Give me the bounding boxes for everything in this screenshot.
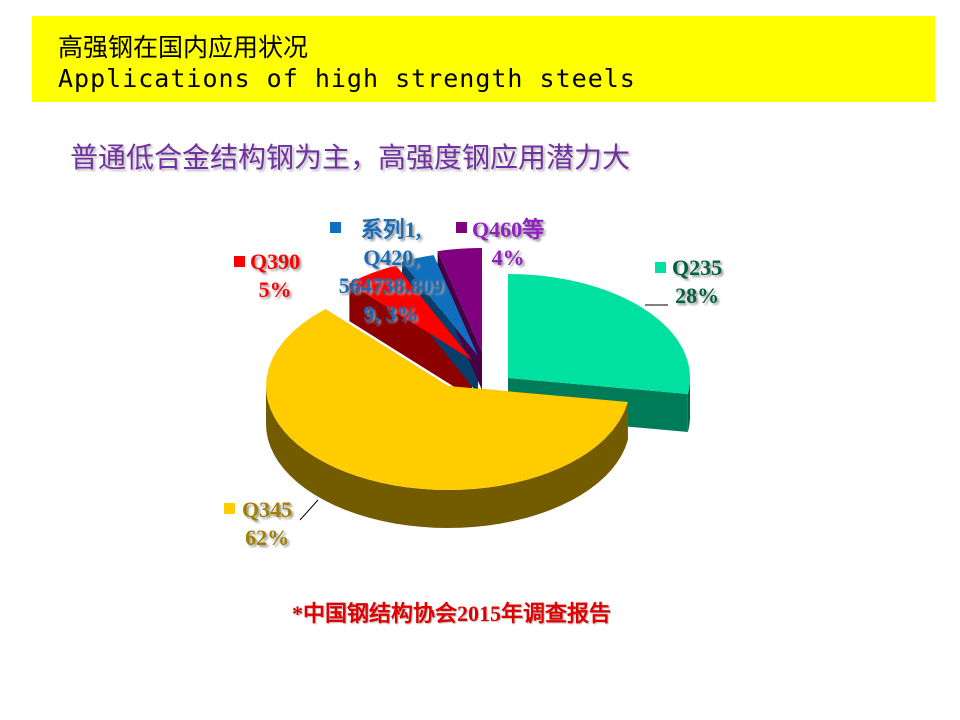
- label-q235: Q235 28%: [672, 255, 723, 308]
- slice-Q390: [349, 265, 472, 360]
- slice-Q345: [266, 309, 628, 490]
- slice-side-Q235: [687, 378, 690, 432]
- legend-marker-q235: [655, 262, 666, 273]
- slice-wall-Q390: [349, 283, 472, 398]
- label-q390: Q390 5%: [250, 249, 301, 302]
- slice-Q420: [401, 255, 478, 356]
- title-cn: 高强钢在国内应用状况: [58, 33, 309, 62]
- title-band: 高强钢在国内应用状况 Applications of high strength…: [32, 16, 935, 102]
- leader-line-q345: [299, 499, 319, 521]
- label-q420: 系列1, Q420, 564738.809 9, 3%: [338, 217, 444, 326]
- legend-marker-q460: [456, 222, 467, 233]
- label-q460: Q460等 4%: [472, 217, 545, 270]
- slice-Q460等: [437, 248, 482, 352]
- slice-side-Q345: [266, 386, 628, 528]
- label-q345: Q345 62%: [242, 497, 293, 550]
- subtitle: 普通低合金结构钢为主，高强度钢应用潜力大: [70, 141, 631, 174]
- title-en: Applications of high strength steels: [58, 64, 636, 93]
- legend-marker-q390: [234, 256, 245, 267]
- legend-marker-q345: [224, 503, 235, 514]
- legend-marker-q420: [330, 222, 341, 233]
- slice-Q235: [508, 274, 690, 394]
- footnote: *中国钢结构协会2015年调查报告: [292, 601, 612, 626]
